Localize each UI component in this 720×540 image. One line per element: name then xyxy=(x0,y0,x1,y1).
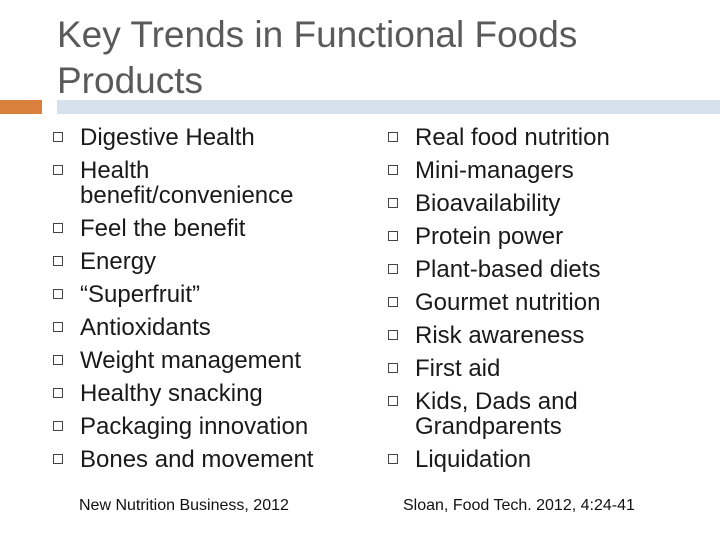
square-bullet-icon xyxy=(388,454,398,464)
right-bullet-list: Real food nutrition Mini-managers Bioava… xyxy=(387,125,687,480)
bullet-item: Energy xyxy=(52,249,352,274)
square-bullet-icon xyxy=(388,363,398,373)
bullet-item: Real food nutrition xyxy=(387,125,687,150)
bullet-item: Liquidation xyxy=(387,447,687,472)
square-bullet-icon xyxy=(53,256,63,266)
bullet-item: Gourmet nutrition xyxy=(387,290,687,315)
bullet-item: Risk awareness xyxy=(387,323,687,348)
bullet-text: Bones and movement xyxy=(80,446,314,473)
square-bullet-icon xyxy=(53,132,63,142)
bullet-text: Feel the benefit xyxy=(80,215,246,242)
square-bullet-icon xyxy=(388,396,398,406)
square-bullet-icon xyxy=(53,289,63,299)
bullet-text: Weight management xyxy=(80,347,302,374)
bullet-text: “Superfruit” xyxy=(80,281,201,308)
square-bullet-icon xyxy=(53,165,63,175)
bullet-item: Packaging innovation xyxy=(52,414,352,439)
square-bullet-icon xyxy=(388,330,398,340)
bullet-text: Bioavailability xyxy=(415,190,561,217)
bullet-text: First aid xyxy=(415,355,501,382)
bullet-text: Energy xyxy=(80,248,157,275)
square-bullet-icon xyxy=(53,421,63,431)
left-bullet-list: Digestive Health Health benefit/convenie… xyxy=(52,125,352,480)
bullet-text: Packaging innovation xyxy=(80,413,309,440)
square-bullet-icon xyxy=(388,264,398,274)
bullet-item: Bioavailability xyxy=(387,191,687,216)
bullet-text: Risk awareness xyxy=(415,322,585,349)
slide-title: Key Trends in Functional Foods Products xyxy=(57,14,578,101)
bullet-item: Bones and movement xyxy=(52,447,352,472)
bullet-item: Feel the benefit xyxy=(52,216,352,241)
bullet-text: Health benefit/convenience xyxy=(80,157,294,209)
square-bullet-icon xyxy=(53,223,63,233)
bullet-item: Protein power xyxy=(387,224,687,249)
square-bullet-icon xyxy=(388,132,398,142)
bullet-text: Protein power xyxy=(415,223,564,250)
bullet-text: Liquidation xyxy=(415,446,532,473)
bullet-item: First aid xyxy=(387,356,687,381)
square-bullet-icon xyxy=(388,297,398,307)
square-bullet-icon xyxy=(53,454,63,464)
square-bullet-icon xyxy=(388,165,398,175)
square-bullet-icon xyxy=(53,322,63,332)
square-bullet-icon xyxy=(388,198,398,208)
bullet-text: Kids, Dads and Grandparents xyxy=(415,388,578,440)
square-bullet-icon xyxy=(53,388,63,398)
bullet-item: Plant-based diets xyxy=(387,257,687,282)
bullet-item: Healthy snacking xyxy=(52,381,352,406)
accent-bar xyxy=(0,100,42,114)
bullet-item: Antioxidants xyxy=(52,315,352,340)
left-source-citation: New Nutrition Business, 2012 xyxy=(79,497,289,514)
bullet-text: Digestive Health xyxy=(80,124,255,151)
bullet-item: Digestive Health xyxy=(52,125,352,150)
right-source-citation: Sloan, Food Tech. 2012, 4:24-41 xyxy=(403,497,635,514)
bullet-text: Healthy snacking xyxy=(80,380,263,407)
square-bullet-icon xyxy=(53,355,63,365)
bullet-item: Kids, Dads and Grandparents xyxy=(387,389,687,439)
bullet-text: Plant-based diets xyxy=(415,256,601,283)
bullet-item: Weight management xyxy=(52,348,352,373)
square-bullet-icon xyxy=(388,231,398,241)
title-rule xyxy=(57,100,720,114)
bullet-item: Mini-managers xyxy=(387,158,687,183)
bullet-text: Mini-managers xyxy=(415,157,574,184)
bullet-item: “Superfruit” xyxy=(52,282,352,307)
bullet-text: Real food nutrition xyxy=(415,124,610,151)
bullet-item: Health benefit/convenience xyxy=(52,158,352,208)
bullet-text: Antioxidants xyxy=(80,314,211,341)
bullet-text: Gourmet nutrition xyxy=(415,289,601,316)
